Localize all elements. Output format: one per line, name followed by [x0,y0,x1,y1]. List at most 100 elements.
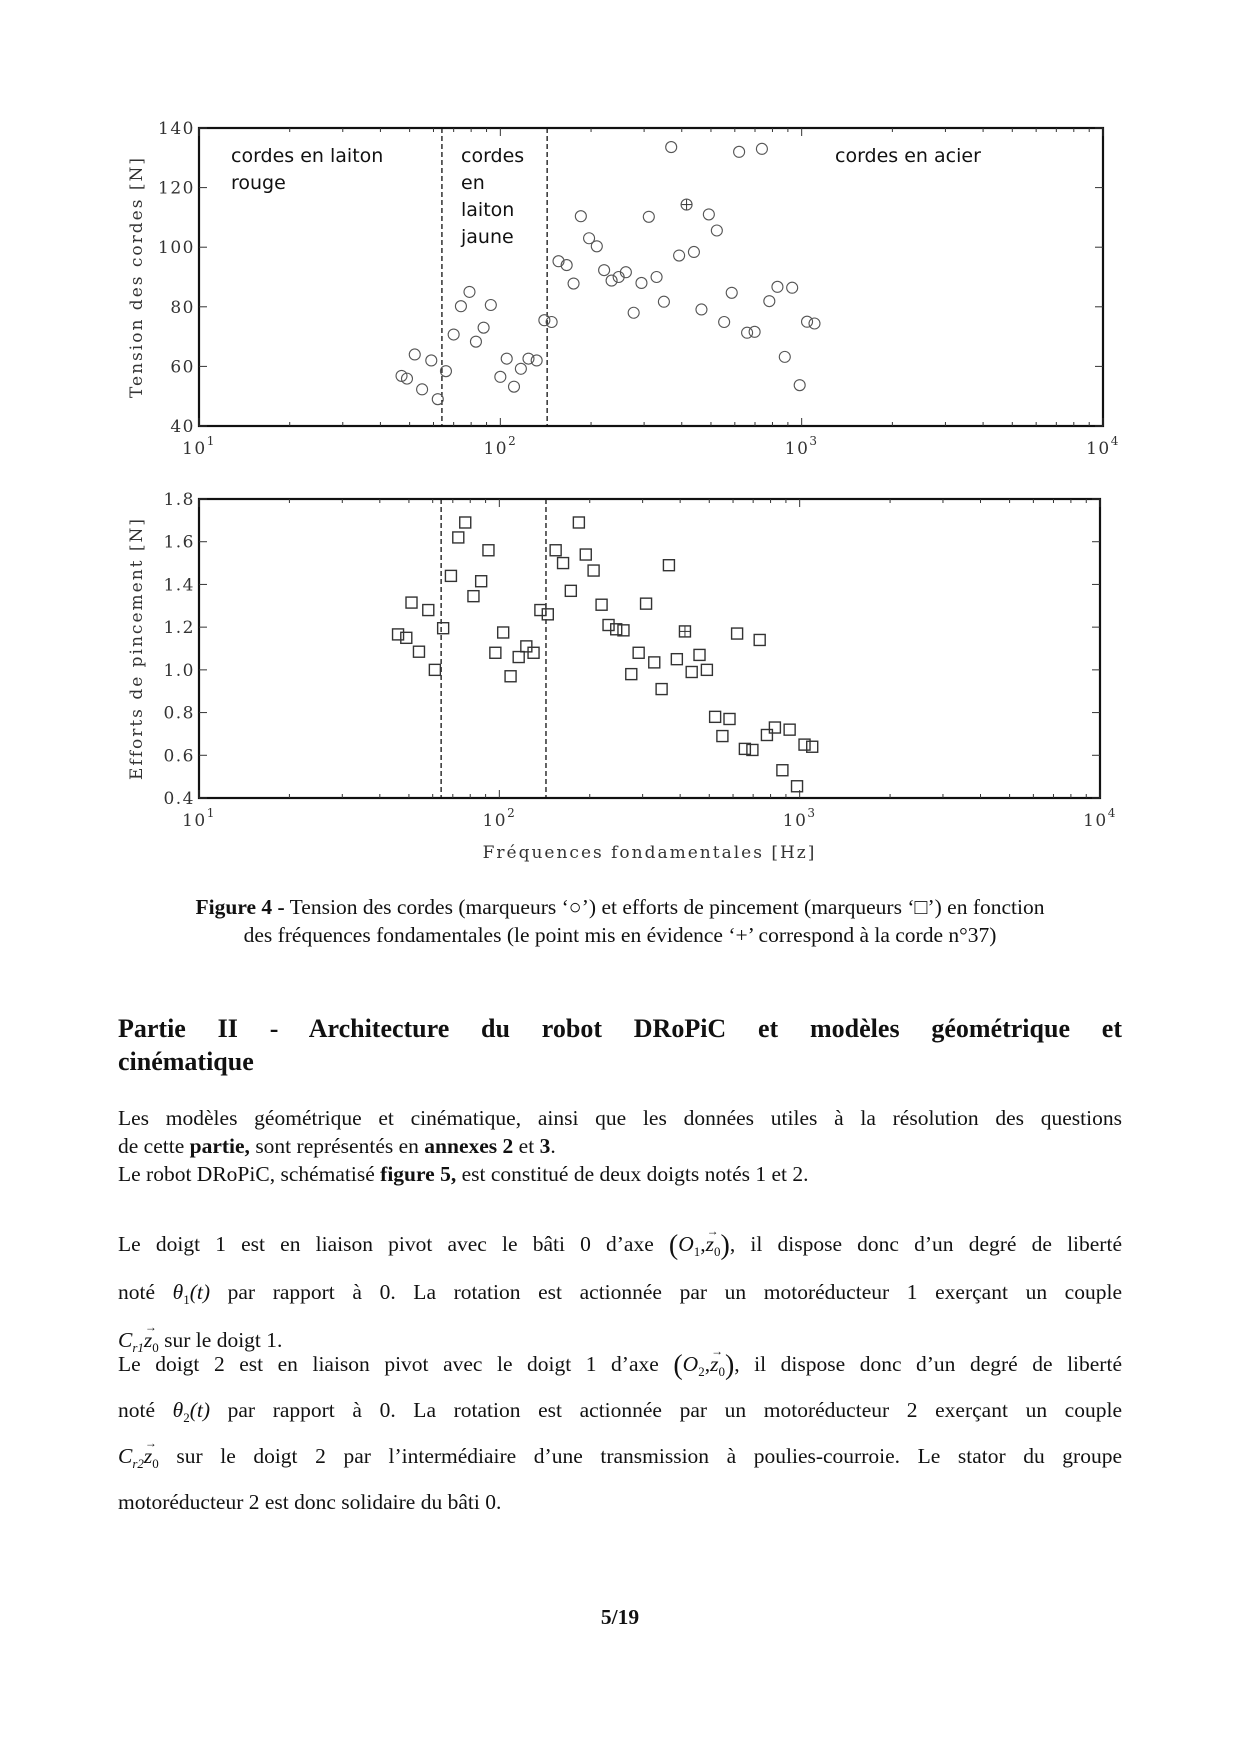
y-tick-label: 40 [170,417,195,437]
y-tick-label: 0.6 [163,746,195,766]
y-tick-label: 100 [158,238,195,258]
y-tick-label: 0.4 [163,789,195,809]
math-vector-z: z [710,1332,724,1384]
y-axis-label: Tension des cordes [N] [127,156,147,398]
data-point-circle [574,210,587,223]
data-point-circle [463,285,476,298]
data-point-square [467,589,480,603]
section-heading: Partie II - Architecture du robot DRoPiC… [118,1012,1122,1078]
data-point-square [708,710,722,724]
data-point-square [541,608,554,621]
math-theta: θ [172,1280,184,1304]
region-label-yellow-brass: cordes [461,145,524,167]
heading-line-2: cinématique [118,1047,254,1076]
data-point-circle [702,208,715,221]
region-label-yellow-brass: jaune [460,226,514,248]
data-point-square [549,544,562,557]
text: , il dispose donc d’un degré de liberté [729,1232,1122,1256]
data-point-circle [786,281,799,294]
data-point-square [579,548,592,561]
math-vector-z: z [144,1307,158,1361]
y-tick-label: 1.8 [163,490,195,510]
data-point-square [753,633,766,647]
math-theta: θ [172,1398,184,1422]
data-point-circle [545,315,558,329]
data-point-circle [763,295,776,308]
data-point-square [400,631,413,645]
math-sub: 0 [718,1364,725,1379]
bold-text: annexes 2 [424,1134,514,1158]
data-point-square [632,646,645,659]
text: Le robot DRoPiC, schématisé [118,1162,381,1186]
y-tick-label: 1.6 [163,533,195,553]
text: sur le doigt 1. [158,1328,283,1352]
data-point-circle [447,328,460,341]
data-point-circle [469,335,482,348]
data-point-circle [673,249,686,262]
data-point-square [798,738,811,751]
math-t: (t) [189,1398,210,1422]
data-point-square [655,682,668,696]
data-point-square [436,622,450,635]
p1-line-3: Le robot DRoPiC, schématisé figure 5, es… [118,1160,1122,1188]
text: , il dispose donc d’un degré de liberté [734,1352,1122,1376]
region-label-red-brass: cordes en laiton [231,145,383,167]
data-point-circle [801,315,814,328]
x-tick-label: 101 [182,434,216,459]
data-point-circle [408,348,421,361]
plot-frame [197,126,1105,428]
y-tick-label: 1.2 [163,618,195,638]
math-sub: r2 [132,1456,144,1471]
paragraph-finger-1: Le doigt 1 est en liaison pivot avec le … [118,1211,1122,1368]
math-sub: 0 [152,1456,159,1471]
tension-chart: 101 102 103 104 40 60 80 100 120 140 Tension des c… [127,119,1118,459]
data-point-circle [748,325,761,338]
p2-line-1: Le doigt 1 est en liaison pivot avec le … [118,1211,1122,1272]
data-point-circle [522,352,535,365]
data-point-square [496,626,510,639]
text: sont représentés en [249,1134,425,1158]
x-tick-label: 101 [182,806,216,831]
math-sub: r1 [132,1340,144,1355]
p1-line-1: Les modèles géométrique et cinématique, … [118,1106,1122,1130]
data-point-square [444,569,458,583]
data-point-circle [507,380,521,393]
x-axis-label: Fréquences fondamentales [Hz] [483,843,817,863]
data-point-square [595,598,608,611]
data-point-square [520,640,533,653]
data-point-circle [454,300,467,313]
math-t: (t) [189,1280,210,1304]
text: par rapport à 0. La rotation est actionn… [227,1398,1122,1422]
p3-line-1: Le doigt 2 est en liaison pivot avec le … [118,1332,1122,1391]
p3-line-3: Cr2z0 sur le doigt 2 par l’intermédiaire… [118,1424,1122,1483]
data-point-square [625,667,638,681]
data-point-square [639,597,653,610]
data-point-circle [771,280,784,293]
data-point-square [700,663,714,677]
y-tick-label: 120 [158,179,195,199]
data-point-circle [619,266,632,279]
data-point-circle [627,306,640,319]
data-point-square [610,623,623,636]
data-point-square [534,603,547,617]
x-tick-label: 102 [483,434,517,459]
text: et [513,1134,540,1158]
math-vector-z: z [144,1424,158,1476]
y-tick-label: 1.0 [163,661,195,681]
data-point-square [527,646,540,659]
data-point-circle [500,352,513,365]
data-point-circle [741,326,754,339]
data-point-square [730,627,744,640]
text: noté [118,1398,173,1422]
data-point-circle [657,295,670,308]
paragraph-intro: Les modèles géométrique et cinématique, … [118,1104,1122,1188]
math-sub: 2 [183,1410,190,1425]
data-point-square [391,628,405,641]
math-sub: 2 [698,1364,705,1379]
pinch-force-chart: 101 102 103 104 0.4 0.6 0.8 1.0 1.2 1.4 1.6 1.8 Effo… [127,490,1117,863]
data-point-circle [567,277,580,290]
data-point-square [489,646,502,659]
caption-line-1: Tension des cordes (marqueurs ‘○’) et ef… [284,895,1045,919]
x-tick-label: 104 [1083,806,1117,831]
p3-line-4: motoréducteur 2 est donc solidaire du bâ… [118,1490,502,1514]
